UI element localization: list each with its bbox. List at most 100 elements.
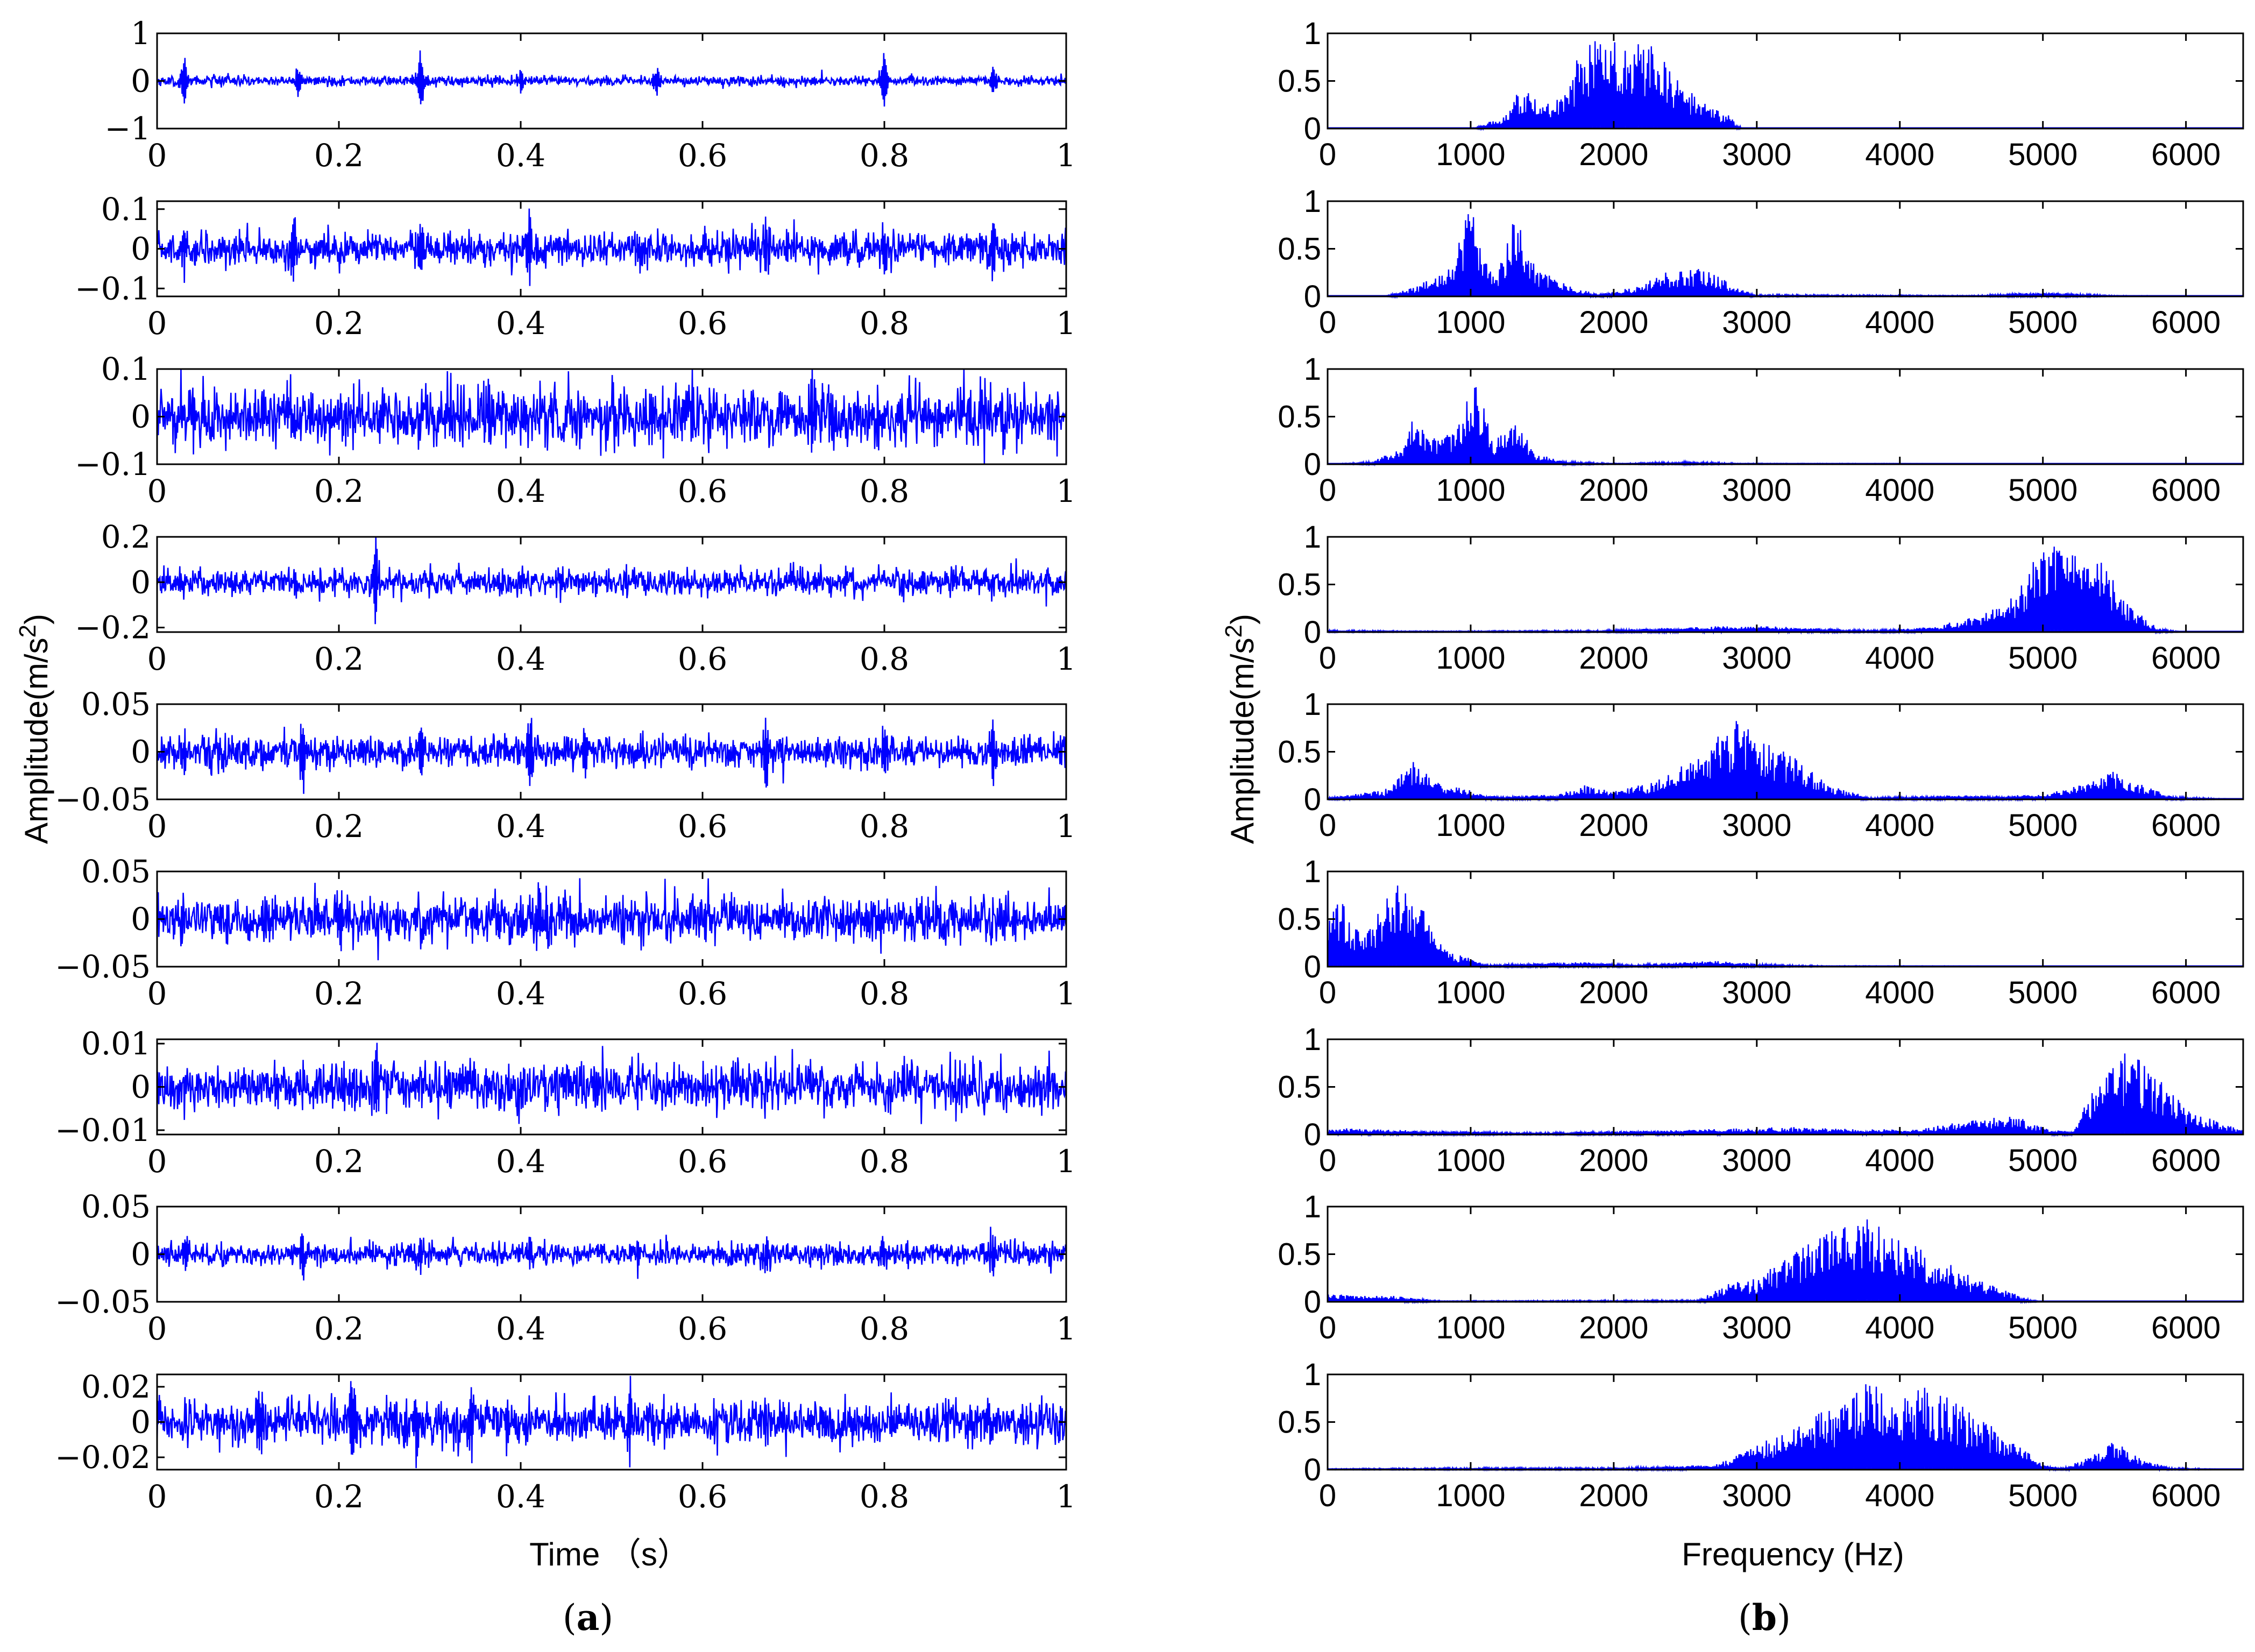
x-tick-label: 0.2 [314, 305, 364, 342]
x-tick-label: 3000 [1722, 137, 1791, 172]
y-tick-label: 1 [1304, 1189, 1321, 1224]
x-tick-label: 4000 [1865, 808, 1934, 843]
x-tick-label: 3000 [1722, 641, 1791, 676]
x-tick-label: 1 [1056, 641, 1076, 677]
x-tick-label: 0.2 [314, 1143, 364, 1180]
y-tick-label: 0.2 [101, 519, 151, 555]
y-tick-label: −0.05 [55, 948, 151, 985]
waveform-subplot-6: 0 0.2 0.4 0.6 0.8 10.050−0.05 [55, 853, 1076, 1012]
x-tick-label: 2000 [1579, 641, 1648, 676]
y-tick-label: 0 [131, 399, 151, 435]
panel-b-ylabel: Amplitude(m/s2) [1221, 614, 1260, 844]
x-tick-label: 1 [1056, 808, 1076, 845]
x-tick-label: 3000 [1722, 473, 1791, 508]
x-tick-label: 2000 [1579, 1310, 1648, 1345]
panel-a-caption-open: ( [563, 1597, 577, 1639]
x-tick-label: 6000 [2151, 1478, 2221, 1513]
x-tick-label: 0 [147, 1478, 167, 1515]
x-tick-label: 6000 [2151, 1143, 2221, 1178]
panel-a-time-waveforms: 0 0.2 0.4 0.6 0.8 110−10 0.2 0.4 0.6 0.8 10.10−0.1… [55, 15, 1076, 1515]
x-tick-label: 4000 [1865, 473, 1934, 508]
x-tick-label: 2000 [1579, 975, 1648, 1010]
waveform-trace [156, 50, 1067, 107]
x-tick-label: 0 [1319, 808, 1336, 843]
x-tick-label: 1 [1056, 1143, 1076, 1180]
waveform-subplot-7: 0 0.2 0.4 0.6 0.8 10.010−0.01 [55, 1025, 1076, 1180]
x-tick-label: 1000 [1436, 305, 1505, 340]
waveform-subplot-3: 0 0.2 0.4 0.6 0.8 10.10−0.1 [75, 351, 1076, 509]
y-tick-label: 0 [1304, 111, 1321, 146]
y-tick-label: 1 [1304, 854, 1321, 889]
y-tick-label: 0.5 [1278, 735, 1321, 770]
y-tick-label: 0.5 [1278, 1070, 1321, 1105]
waveform-trace [156, 878, 1067, 961]
x-tick-label: 0.6 [678, 641, 727, 677]
x-tick-label: 5000 [2008, 975, 2077, 1010]
spectrum-subplot-4: 0 1000 2000 3000 4000 5000 6000 1 0.5 0 [1278, 520, 2244, 676]
y-tick-label: 0 [131, 1236, 151, 1273]
x-tick-label: 0.6 [678, 975, 727, 1012]
y-tick-label: 1 [1304, 1022, 1321, 1057]
y-tick-label: 0.05 [81, 1188, 151, 1225]
y-tick-label: 0.5 [1278, 64, 1321, 99]
spectrum-subplot-6: 0 1000 2000 3000 4000 5000 6000 1 0.5 0 [1278, 854, 2244, 1010]
x-tick-label: 0.8 [860, 305, 909, 342]
x-tick-label: 0.2 [314, 1478, 364, 1515]
x-tick-label: 1 [1056, 473, 1076, 509]
x-tick-label: 3000 [1722, 975, 1791, 1010]
x-tick-label: 0 [1319, 975, 1336, 1010]
x-tick-label: 4000 [1865, 975, 1934, 1010]
spectrum-subplot-5: 0 1000 2000 3000 4000 5000 6000 1 0.5 0 [1278, 687, 2244, 843]
y-tick-label: 0 [1304, 949, 1321, 984]
y-tick-label: 1 [131, 15, 151, 52]
x-tick-label: 6000 [2151, 975, 2221, 1010]
x-tick-label: 0.8 [860, 1310, 909, 1347]
x-tick-label: 0.4 [496, 808, 545, 845]
spectrum-subplot-3: 0 1000 2000 3000 4000 5000 6000 1 0.5 0 [1278, 352, 2244, 508]
panel-b-caption-close: ) [1777, 1597, 1791, 1639]
x-tick-label: 1000 [1436, 1143, 1505, 1178]
x-tick-label: 0.4 [496, 137, 545, 174]
y-tick-label: 0.1 [101, 351, 151, 387]
x-tick-label: 0.2 [314, 975, 364, 1012]
x-tick-label: 0.4 [496, 641, 545, 677]
y-tick-label: 1 [1304, 184, 1321, 219]
x-tick-label: 0 [147, 1310, 167, 1347]
waveform-subplot-5: 0 0.2 0.4 0.6 0.8 10.050−0.05 [55, 686, 1076, 845]
x-tick-label: 2000 [1579, 808, 1648, 843]
x-tick-label: 0 [1319, 1478, 1336, 1513]
spectrum-subplot-9: 0 1000 2000 3000 4000 5000 6000 1 0.5 0 [1278, 1357, 2244, 1513]
x-tick-label: 0 [1319, 305, 1336, 340]
x-tick-label: 0 [147, 137, 167, 174]
panel-b-caption-open: ( [1738, 1597, 1752, 1639]
y-tick-label: 0 [131, 901, 151, 938]
x-tick-label: 1 [1056, 975, 1076, 1012]
y-tick-label: 0 [1304, 1285, 1321, 1320]
x-tick-label: 3000 [1722, 1143, 1791, 1178]
x-tick-label: 6000 [2151, 137, 2221, 172]
x-tick-label: 0.6 [678, 305, 727, 342]
y-tick-label: 0.02 [81, 1369, 151, 1405]
waveform-trace [156, 1376, 1067, 1469]
x-tick-label: 3000 [1722, 1310, 1791, 1345]
y-tick-label: 0 [131, 564, 151, 600]
panel-a-caption-letter: a [577, 1597, 600, 1639]
y-tick-label: 0 [131, 1069, 151, 1105]
waveform-subplot-1: 0 0.2 0.4 0.6 0.8 110−1 [105, 15, 1076, 174]
x-tick-label: 0.4 [496, 975, 545, 1012]
x-tick-label: 2000 [1579, 1143, 1648, 1178]
x-tick-label: 4000 [1865, 641, 1934, 676]
x-tick-label: 6000 [2151, 305, 2221, 340]
x-tick-label: 0.4 [496, 1478, 545, 1515]
x-tick-label: 0 [147, 305, 167, 342]
x-tick-label: 4000 [1865, 1310, 1934, 1345]
x-tick-label: 5000 [2008, 1478, 2077, 1513]
x-tick-label: 3000 [1722, 1478, 1791, 1513]
y-tick-label: 0.5 [1278, 568, 1321, 602]
waveform-trace [156, 368, 1067, 465]
y-tick-label: 0.1 [101, 191, 151, 228]
x-tick-label: 2000 [1579, 473, 1648, 508]
x-tick-label: 0.2 [314, 808, 364, 845]
y-tick-label: −0.05 [55, 1284, 151, 1320]
y-tick-label: 0 [1304, 447, 1321, 482]
